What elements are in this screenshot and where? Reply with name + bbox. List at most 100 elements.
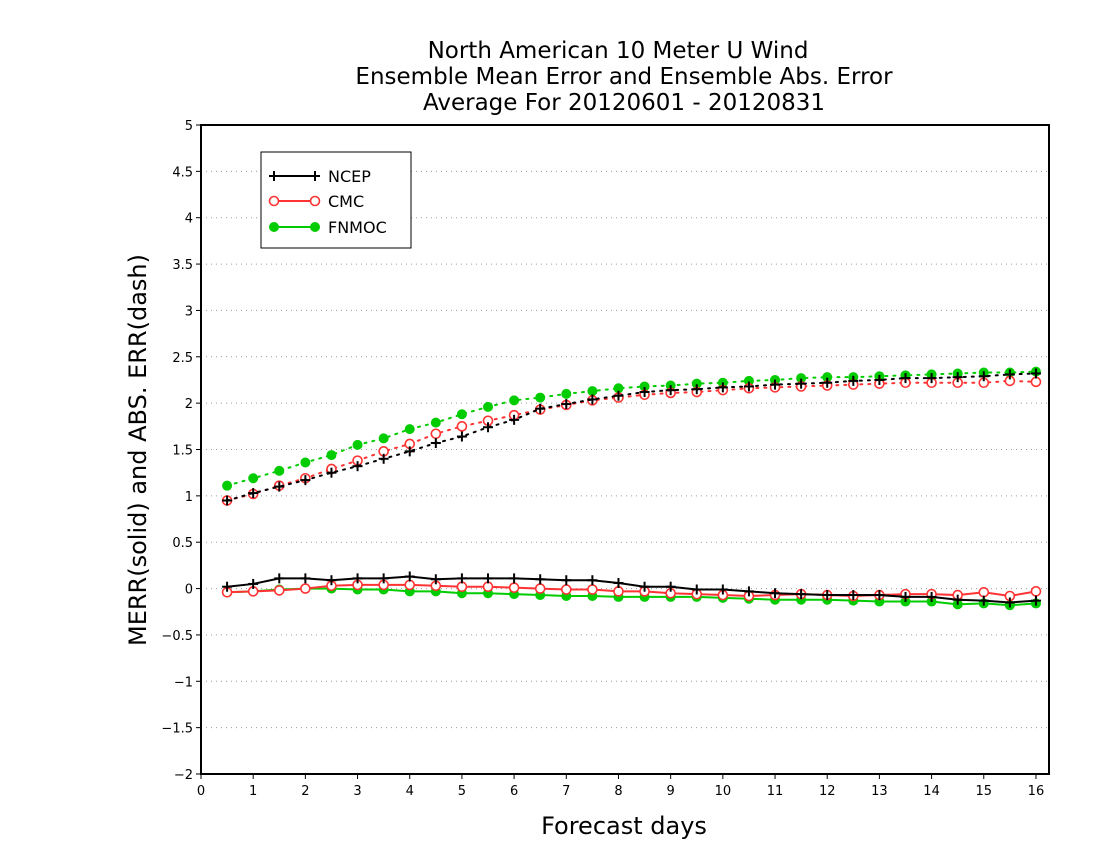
legend-label-cmc: CMC bbox=[328, 192, 364, 211]
series-ncep-abs-err-point bbox=[1030, 368, 1041, 379]
series-ncep-merr-point bbox=[926, 591, 937, 602]
series-ncep-abs-err-point bbox=[1004, 369, 1015, 380]
legend-marker-cmc bbox=[309, 195, 321, 207]
series-ncep-merr-point bbox=[222, 581, 233, 592]
y-axis-title: MERR(solid) and ABS. ERR(dash) bbox=[124, 254, 152, 646]
plot-series bbox=[221, 366, 1042, 611]
series-ncep-merr-point bbox=[300, 573, 311, 584]
x-tick-label: 5 bbox=[458, 784, 466, 799]
legend-item-cmc: CMC bbox=[268, 192, 364, 211]
series-ncep-merr-point bbox=[900, 591, 911, 602]
series-ncep-merr-point bbox=[848, 590, 859, 601]
legend-marker-ncep bbox=[310, 171, 320, 181]
series-cmc-merr-point bbox=[404, 579, 416, 591]
series-cmc-merr-point bbox=[587, 584, 598, 595]
series-ncep-merr-point bbox=[613, 578, 624, 589]
legend-marker-fnmoc bbox=[269, 222, 279, 232]
series-fnmoc-abs-err-point bbox=[587, 386, 598, 397]
legend-item-fnmoc: FNMOC bbox=[269, 218, 387, 237]
y-tick-label: 3 bbox=[185, 304, 193, 319]
series-ncep-abs-err-point bbox=[587, 394, 598, 405]
y-tick-label: 3.5 bbox=[172, 258, 193, 273]
series-ncep-abs-err-point bbox=[848, 375, 859, 386]
series-ncep-merr-point bbox=[352, 573, 363, 584]
y-tick-label: 4.5 bbox=[172, 165, 193, 180]
series-ncep-abs-err-point bbox=[561, 399, 572, 410]
x-tick-label: 4 bbox=[406, 784, 414, 799]
legend-label-fnmoc: FNMOC bbox=[328, 218, 387, 237]
series-fnmoc-abs-err-point bbox=[509, 395, 520, 406]
series-cmc-merr-point bbox=[1030, 586, 1042, 597]
series-ncep-merr-point bbox=[743, 586, 754, 597]
series-ncep-abs-err-point bbox=[665, 385, 676, 396]
series-fnmoc-abs-err-point bbox=[326, 450, 337, 461]
series-cmc-merr-point bbox=[534, 583, 546, 594]
series-fnmoc-abs-err-point bbox=[378, 433, 389, 444]
series-ncep-merr-point bbox=[430, 574, 441, 585]
x-tick-label: 0 bbox=[197, 784, 205, 799]
series-ncep-merr-point bbox=[822, 590, 833, 601]
y-tick-label: −1 bbox=[174, 675, 193, 690]
x-tick-label: 9 bbox=[667, 784, 675, 799]
series-ncep-merr-point bbox=[691, 584, 702, 595]
series-ncep-abs-err-point bbox=[613, 390, 624, 401]
x-tick-label: 10 bbox=[715, 784, 732, 799]
series-ncep-merr-point bbox=[483, 573, 494, 584]
x-tick-label: 3 bbox=[353, 784, 361, 799]
x-tick-label: 15 bbox=[975, 784, 992, 799]
series-ncep-abs-err-point bbox=[352, 461, 363, 472]
y-tick-label: 1.5 bbox=[172, 444, 193, 459]
x-tick-label: 12 bbox=[819, 784, 836, 799]
series-cmc-merr-point bbox=[273, 585, 285, 596]
y-axis-ticks: −2 −1.5 −1 −0.5 0 0.5 1 1.5 2 2.5 3 3.5 4 4.5 5 bbox=[161, 119, 201, 783]
series-ncep-abs-err-point bbox=[378, 453, 389, 464]
x-axis-ticks: 0 1 2 3 4 5 6 7 8 9 10 11 12 13 14 15 16 bbox=[197, 774, 1044, 799]
series-ncep-abs-err-point bbox=[743, 381, 754, 392]
series-ncep-merr-point bbox=[274, 573, 285, 584]
series-ncep-merr-point bbox=[639, 581, 650, 592]
series-cmc-merr-line bbox=[227, 583, 1037, 598]
series-fnmoc-abs-err-point bbox=[456, 409, 467, 420]
series-ncep-abs-err-point bbox=[300, 475, 311, 486]
series-ncep-abs-err-point bbox=[639, 387, 650, 398]
x-tick-label: 8 bbox=[614, 784, 622, 799]
series-cmc-merr-point bbox=[508, 582, 520, 593]
series-ncep-merr-point bbox=[874, 590, 885, 601]
series-ncep-abs-err-point bbox=[691, 384, 702, 395]
legend: NCEP CMC FNMOC bbox=[260, 151, 412, 249]
y-tick-label: 4 bbox=[185, 212, 193, 227]
legend-item-ncep: NCEP bbox=[269, 167, 371, 186]
series-fnmoc-abs-err-point bbox=[535, 392, 546, 403]
series-ncep-merr-point bbox=[796, 589, 807, 600]
series-cmc-merr-point bbox=[300, 583, 311, 594]
series-ncep-abs-err-point bbox=[430, 438, 441, 449]
series-ncep-merr-point bbox=[665, 581, 676, 592]
series-ncep-abs-err-line bbox=[226, 372, 1037, 502]
series-ncep-abs-err-point bbox=[326, 467, 337, 478]
y-tick-label: −2 bbox=[174, 768, 193, 783]
y-tick-label: 2 bbox=[185, 397, 193, 412]
legend-label-ncep: NCEP bbox=[328, 167, 371, 186]
series-fnmoc-abs-err-point bbox=[274, 465, 285, 476]
series-cmc-abs-err-point bbox=[456, 421, 468, 432]
y-tick-label: −1.5 bbox=[161, 722, 193, 737]
legend-marker-fnmoc bbox=[310, 222, 320, 232]
x-tick-label: 7 bbox=[562, 784, 570, 799]
series-fnmoc-abs-err-point bbox=[561, 388, 572, 399]
series-cmc-merr-point bbox=[560, 584, 572, 595]
legend-marker-ncep bbox=[269, 171, 279, 181]
y-tick-label: 5 bbox=[185, 119, 193, 134]
series-fnmoc-abs-err-line bbox=[226, 370, 1037, 487]
series-ncep-merr-point bbox=[535, 574, 546, 585]
series-ncep-abs-err-point bbox=[248, 488, 259, 499]
series-ncep-abs-err-point bbox=[535, 403, 546, 414]
series-ncep-merr-point bbox=[404, 571, 415, 582]
series-ncep-abs-err-point bbox=[770, 379, 781, 390]
chart-title-line-1: North American 10 Meter U Wind bbox=[428, 38, 809, 64]
series-ncep-abs-err-point bbox=[274, 481, 285, 492]
series-ncep-merr-point bbox=[509, 573, 520, 584]
series-ncep-abs-err-point bbox=[926, 373, 937, 384]
x-tick-label: 14 bbox=[923, 784, 940, 799]
series-fnmoc-abs-err-point bbox=[404, 424, 415, 435]
